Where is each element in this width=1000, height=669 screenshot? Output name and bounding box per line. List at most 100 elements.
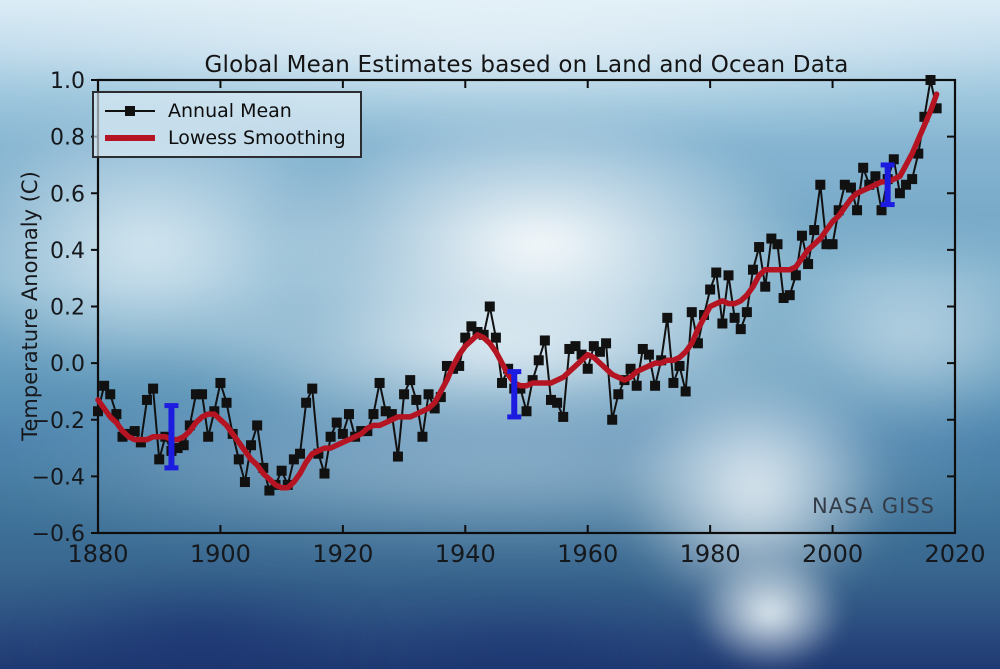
annual-mean-marker (141, 394, 152, 405)
annual-mean-marker (784, 290, 795, 301)
annual-mean-marker (760, 281, 771, 292)
annual-mean-marker (515, 383, 526, 394)
annual-mean-marker (295, 448, 306, 459)
annual-mean-marker (888, 154, 899, 165)
annual-mean-marker (497, 377, 508, 388)
annual-mean-marker (796, 230, 807, 241)
annual-mean-marker (429, 403, 440, 414)
annual-mean-marker (264, 485, 275, 496)
annual-mean-marker (766, 233, 777, 244)
annual-mean-marker (105, 389, 116, 400)
annual-mean-marker (741, 307, 752, 318)
x-tick-label: 1980 (680, 540, 741, 568)
lowess-line (95, 91, 940, 491)
nasa-giss-watermark: NASA GISS (812, 494, 935, 518)
annual-mean-marker (907, 174, 918, 185)
annual-mean-marker (631, 380, 642, 391)
annual-mean-marker (399, 389, 410, 400)
annual-mean-marker (772, 239, 783, 250)
annual-mean-marker (723, 270, 734, 281)
annual-mean-marker (172, 443, 183, 454)
annual-mean-marker (613, 389, 624, 400)
annual-mean-marker (790, 270, 801, 281)
annual-mean-marker (845, 182, 856, 193)
annual-mean-line-marker-icon (105, 106, 155, 116)
y-tick-label: −0.6 (32, 522, 85, 547)
annual-mean-marker (876, 205, 887, 216)
lowess-line-icon (105, 135, 155, 141)
annual-mean-marker (405, 375, 416, 386)
y-tick-label: −0.2 (32, 409, 85, 434)
annual-mean-marker (258, 462, 269, 473)
y-tick-label: −0.4 (32, 465, 85, 490)
annual-mean-marker (490, 332, 501, 343)
annual-mean-marker (594, 346, 605, 357)
legend: Annual Mean Lowess Smoothing (92, 91, 362, 158)
annual-mean-marker (484, 301, 495, 312)
annual-mean-marker (601, 338, 612, 349)
annual-mean-marker (717, 318, 728, 329)
annual-mean-marker (239, 477, 250, 488)
annual-mean-marker (319, 468, 330, 479)
y-axis-title: Temperature Anomaly (C) (18, 171, 42, 441)
annual-mean-marker (392, 451, 403, 462)
annual-mean-marker (931, 103, 942, 114)
annual-mean-marker (729, 312, 740, 323)
annual-mean-marker (411, 394, 422, 405)
x-tick-label: 1960 (557, 540, 618, 568)
annual-mean-marker (852, 205, 863, 216)
annual-mean-marker (99, 380, 110, 391)
annual-mean-marker (233, 454, 244, 465)
annual-mean-marker (533, 355, 544, 366)
annual-mean-marker (692, 338, 703, 349)
x-tick-label: 1880 (67, 540, 128, 568)
annual-mean-marker (93, 406, 103, 417)
annual-mean-marker (148, 383, 159, 394)
annual-mean-marker (650, 380, 661, 391)
annual-mean-marker (417, 431, 428, 442)
annual-mean-marker (705, 284, 716, 295)
annual-mean-marker (552, 397, 563, 408)
chart-title: Global Mean Estimates based on Land and … (204, 52, 849, 78)
annual-mean-marker (564, 343, 575, 354)
annual-mean-marker (466, 321, 477, 332)
y-tick-label: 0.2 (50, 296, 85, 321)
annual-mean-marker (154, 454, 165, 465)
annual-mean-marker (919, 111, 930, 122)
annual-mean-marker (288, 454, 299, 465)
x-tick-label: 1940 (435, 540, 496, 568)
annual-mean-marker (203, 431, 214, 442)
x-tick-label: 2000 (802, 540, 863, 568)
annual-mean-marker (368, 409, 379, 420)
annual-mean-marker (643, 349, 654, 360)
annual-mean-marker (209, 406, 220, 417)
annual-mean-marker (527, 375, 538, 386)
annual-mean-marker (215, 377, 226, 388)
annual-mean-marker (129, 426, 140, 437)
annual-mean-marker (747, 264, 758, 275)
y-tick-label: 0.0 (50, 352, 85, 377)
x-tick-label: 2020 (924, 540, 985, 568)
annual-mean-marker (307, 383, 318, 394)
annual-mean-marker (925, 75, 936, 85)
annual-mean-marker (674, 360, 685, 371)
annual-mean-marker (735, 324, 746, 335)
annual-mean-marker (252, 420, 263, 431)
annual-mean-marker (111, 409, 122, 420)
annual-mean-marker (117, 431, 128, 442)
annual-mean-marker (582, 363, 593, 374)
annual-mean-marker (894, 188, 905, 199)
annual-mean-marker (686, 307, 697, 318)
annual-mean-marker (472, 326, 483, 337)
annual-mean-marker (570, 341, 581, 352)
annual-mean-marker (839, 179, 850, 190)
legend-row-lowess: Lowess Smoothing (104, 127, 346, 149)
annual-mean-marker (576, 349, 587, 360)
annual-mean-marker (833, 205, 844, 216)
annual-mean-marker (637, 343, 648, 354)
annual-mean-marker (827, 239, 838, 250)
x-tick-label: 1900 (190, 540, 251, 568)
annual-mean-marker (221, 397, 232, 408)
